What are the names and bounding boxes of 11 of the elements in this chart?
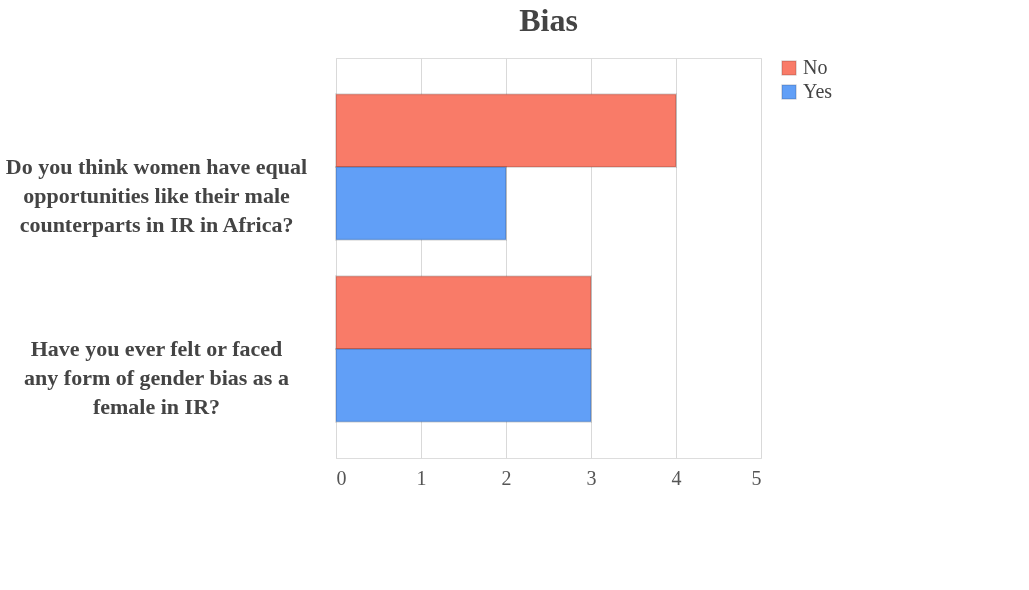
x-tick-label: 0 (336, 466, 347, 489)
legend-label: No (803, 56, 828, 78)
x-tick-label: 4 (671, 466, 682, 489)
y-tick-label: Do you think women have equal opportunities like their male counterparts in IR in Africa? (5, 154, 308, 238)
y-tick-label: Have you ever felt or faced any form of gender bias as a female in IR? (24, 335, 289, 419)
legend-label: Yes (803, 80, 833, 102)
x-tick-label: 3 (586, 466, 597, 489)
x-tick-label: 1 (416, 466, 427, 489)
x-tick-label: 5 (751, 466, 762, 489)
chart-title: Bias (519, 2, 578, 38)
x-tick-label: 2 (501, 466, 512, 489)
